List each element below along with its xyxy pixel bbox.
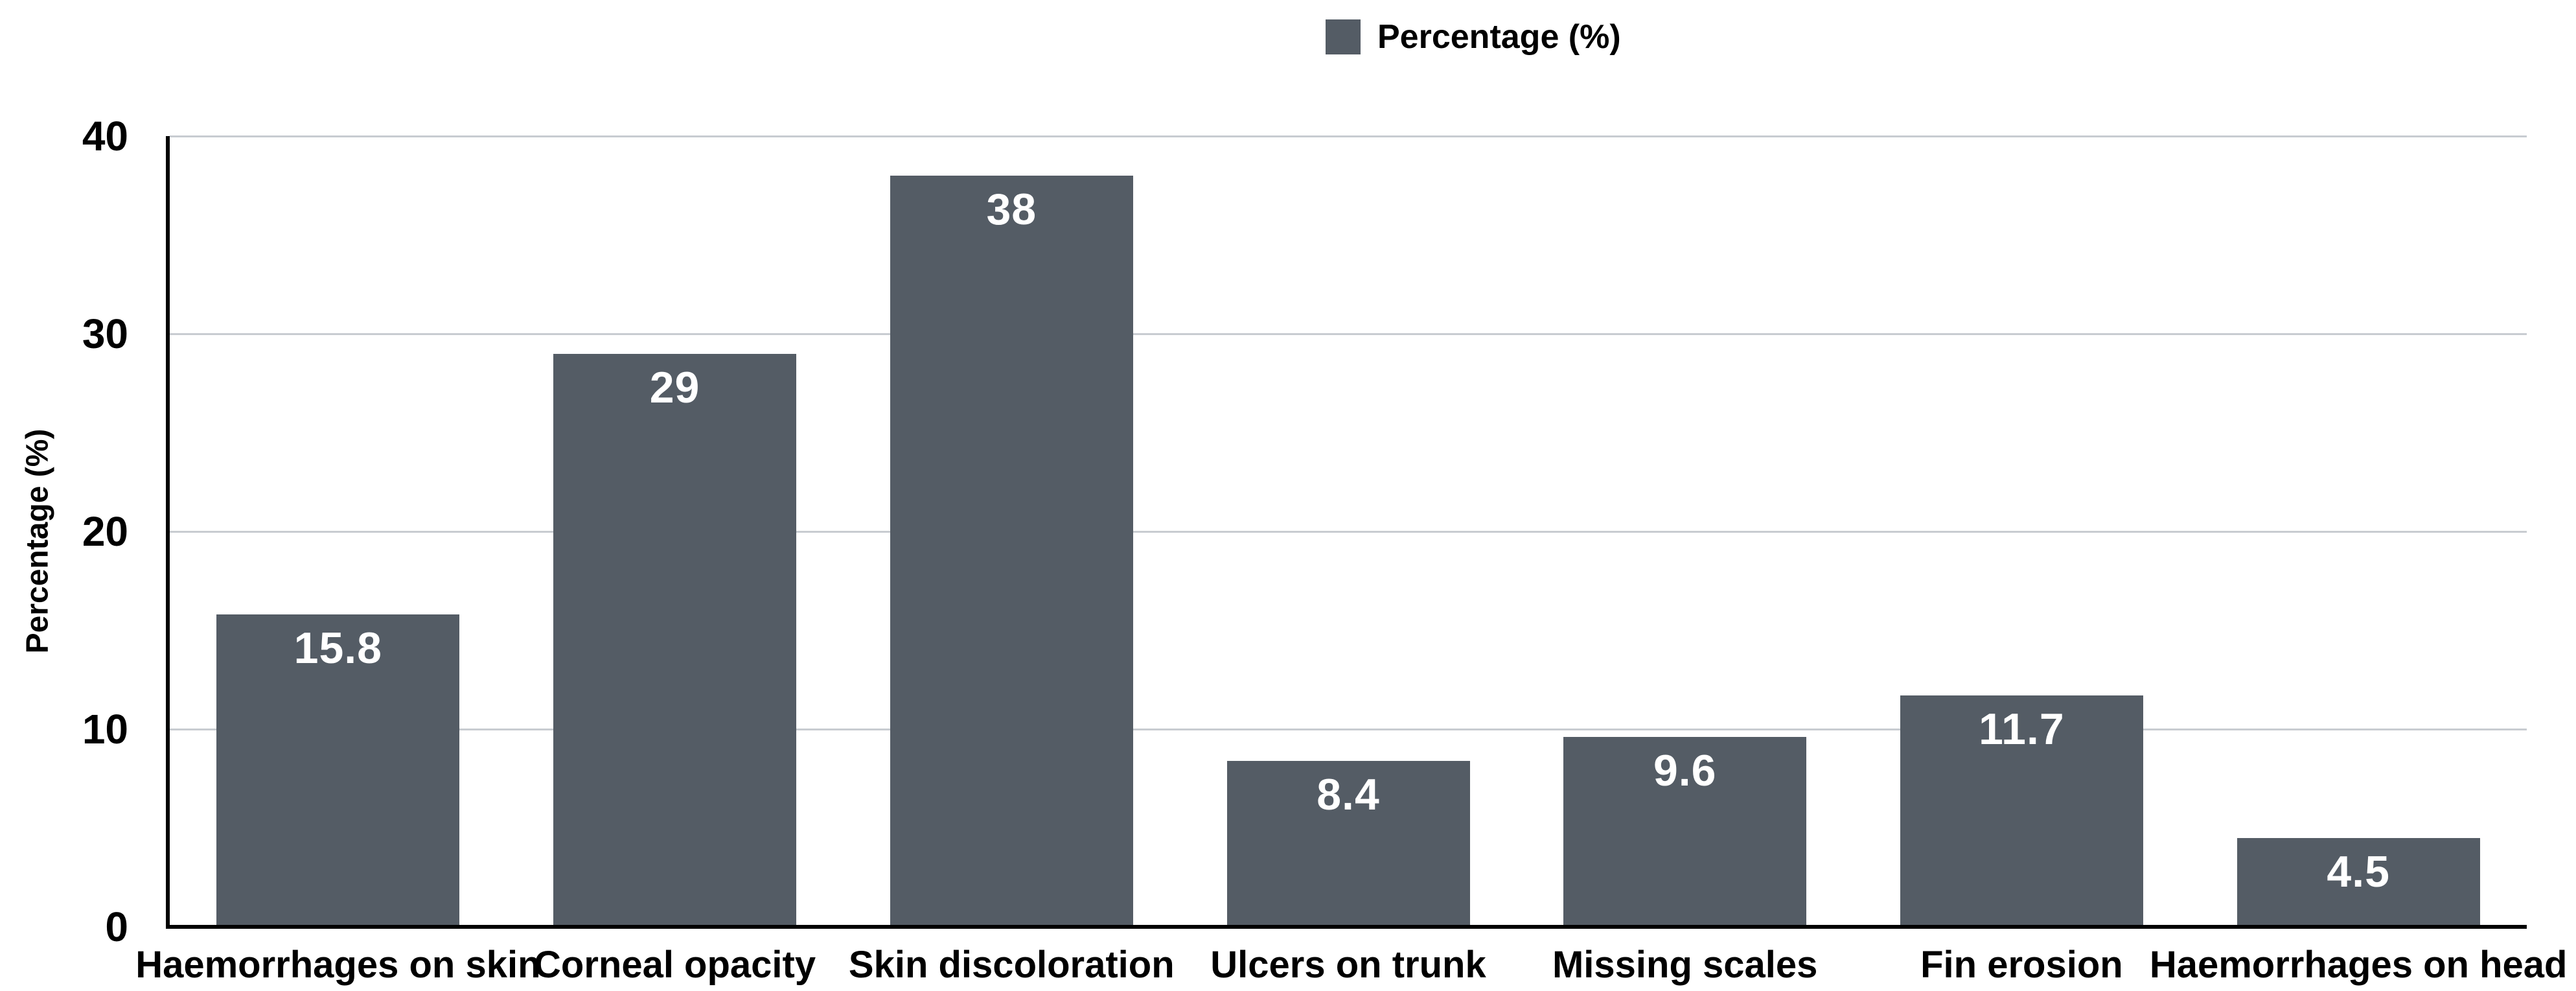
plot-area: 15.8 Haemorrhages on skin 29 Corneal opacit… [135, 135, 2567, 985]
gridline [170, 728, 2527, 730]
gridline [170, 332, 2527, 335]
y-tick-label: 0 [105, 904, 128, 950]
x-category-label: Corneal opacity [534, 944, 816, 986]
bar-value-label: 29 [649, 362, 700, 412]
y-tick-label: 10 [82, 706, 128, 752]
bar: 29 [553, 353, 797, 927]
y-axis-line [166, 136, 170, 929]
legend-swatch [1326, 19, 1361, 54]
y-tick-label: 30 [82, 310, 128, 357]
x-category-label: Ulcers on trunk [1210, 944, 1486, 986]
bar: 38 [890, 176, 1133, 927]
bar-value-label: 4.5 [2327, 846, 2390, 896]
x-category-label: Skin discoloration [848, 944, 1175, 986]
bar-value-label: 11.7 [1979, 705, 2065, 754]
bar: 11.7 [1900, 695, 2143, 927]
bar-value-label: 38 [986, 185, 1037, 234]
x-category-label: Haemorrhages on head [2149, 944, 2568, 986]
y-tick-label: 40 [82, 113, 128, 159]
x-category-label: Missing scales [1552, 944, 1818, 986]
bar-value-label: 15.8 [293, 624, 383, 673]
x-category-label: Haemorrhages on skin [135, 944, 541, 986]
gridline [170, 135, 2527, 137]
y-tick-label: 20 [82, 508, 128, 555]
gridline [170, 530, 2527, 533]
legend: Percentage (%) [1326, 18, 1621, 56]
bar: 9.6 [1563, 737, 1807, 927]
bar-value-label: 9.6 [1653, 746, 1717, 796]
bar: 4.5 [2237, 837, 2480, 927]
bar-value-label: 8.4 [1317, 769, 1380, 819]
x-axis-line [166, 925, 2527, 929]
bar: 15.8 [216, 614, 460, 927]
legend-label: Percentage (%) [1377, 18, 1621, 56]
x-category-label: Fin erosion [1920, 944, 2123, 986]
bar: 8.4 [1226, 760, 1470, 927]
